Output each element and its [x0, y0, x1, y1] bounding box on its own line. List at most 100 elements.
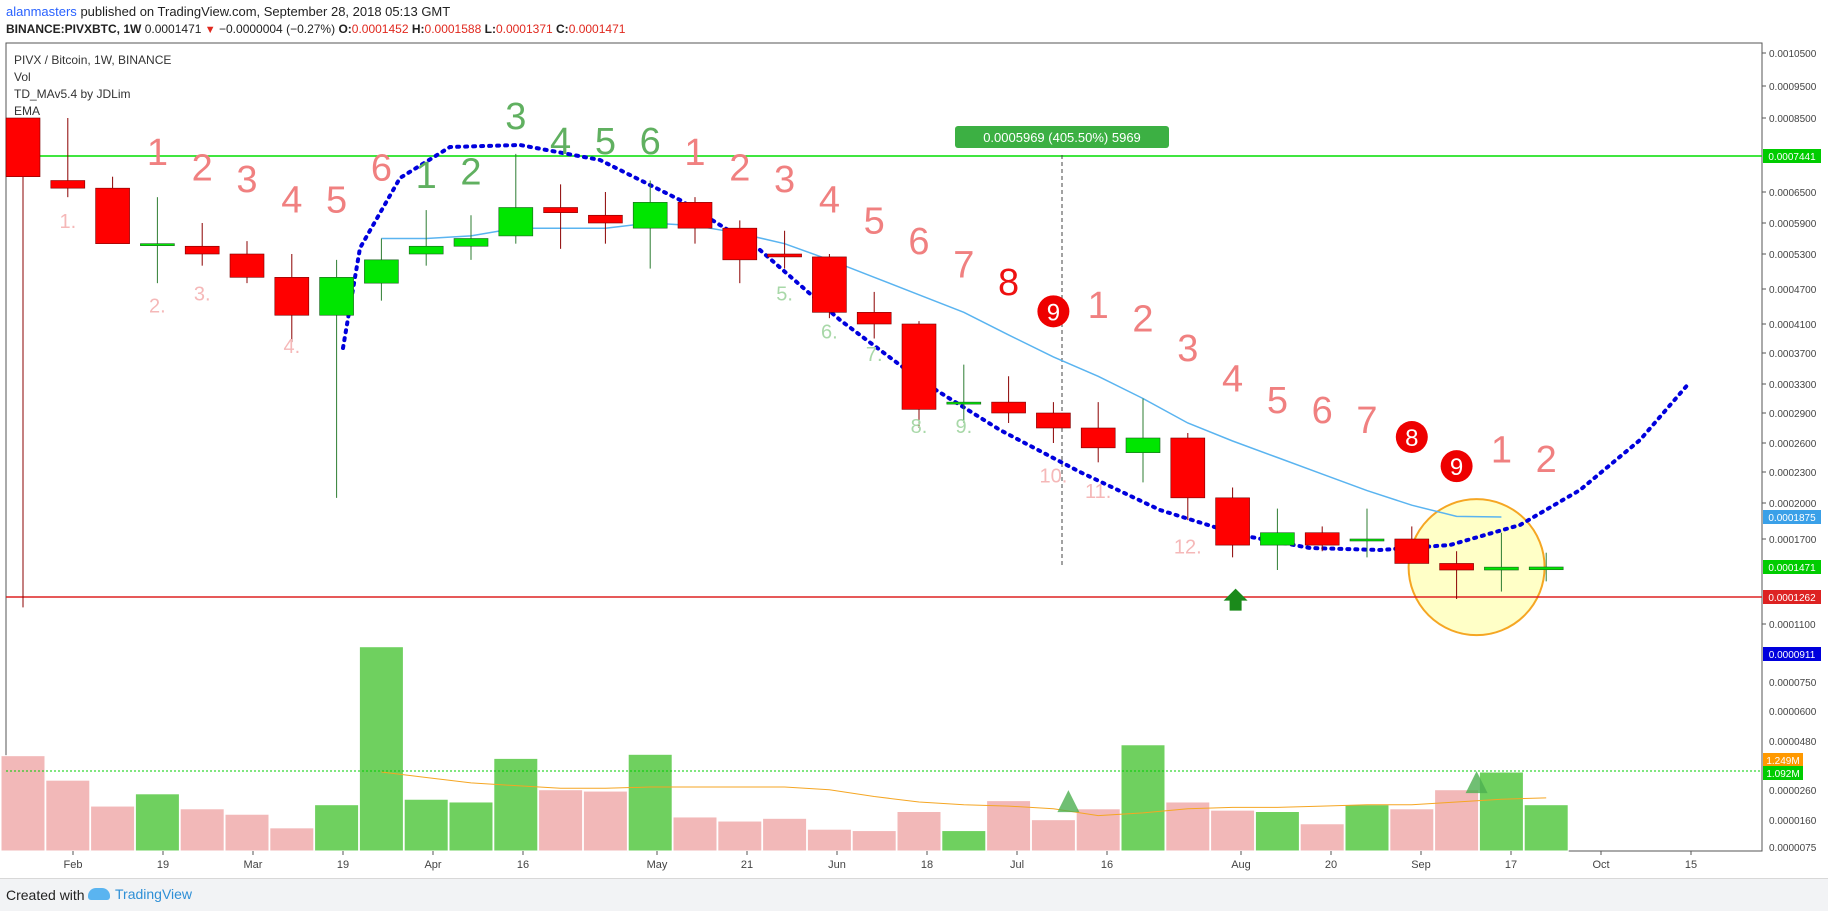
- candle-body: [632, 202, 668, 229]
- y-tick-label: 0.0004100: [1769, 320, 1817, 331]
- price-badge-label: 0.0000911: [1769, 650, 1816, 661]
- buy-arrow-icon: [1223, 588, 1248, 611]
- last-price: 0.0001471: [144, 22, 202, 36]
- td-count-label: 5: [326, 180, 347, 222]
- price-badge: [1763, 510, 1821, 524]
- price-badge-label: 0.0001875: [1768, 513, 1816, 524]
- x-tick-label: 16: [1101, 859, 1113, 871]
- volume-bar: [1344, 804, 1390, 852]
- x-tick-label: Jun: [828, 859, 846, 871]
- candle-body: [1484, 566, 1519, 571]
- td-count-label: 2: [729, 148, 750, 190]
- td-count-label: 4: [281, 180, 302, 222]
- td-circle-label: 9: [1047, 299, 1060, 326]
- y-tick-label: 0.0005300: [1769, 250, 1817, 261]
- created-with-text: Created with: [6, 887, 85, 903]
- candle-body: [767, 253, 802, 258]
- x-tick-label: Aug: [1231, 859, 1251, 871]
- y-tick-label: 0.0004700: [1769, 285, 1817, 296]
- td-setup-label: 1.: [59, 211, 76, 233]
- price-badge-label: 0.0007441: [1768, 152, 1816, 163]
- candle-body: [364, 259, 399, 284]
- candle-body: [946, 401, 982, 405]
- candle-body: [184, 245, 220, 255]
- price-badge-label: 0.0001262: [1768, 593, 1816, 604]
- high-value: 0.0001588: [424, 22, 482, 36]
- volume-bar: [1165, 801, 1211, 852]
- candle-body: [901, 323, 937, 410]
- price-badge-label: 0.0001471: [1768, 563, 1816, 574]
- close-value: 0.0001471: [568, 22, 626, 36]
- candle-body: [1394, 538, 1430, 564]
- legend-line: TD_MAv5.4 by JDLim: [14, 87, 130, 101]
- x-tick-label: 17: [1505, 859, 1517, 871]
- candle-body: [1260, 532, 1295, 546]
- volume-bar: [717, 820, 763, 852]
- volume-tick-label: 0.0000160: [1769, 816, 1817, 827]
- candle-body: [1036, 412, 1071, 429]
- volume-bar: [762, 817, 808, 852]
- candle-body: [50, 180, 86, 189]
- x-tick-label: 16: [517, 859, 529, 871]
- td-setup-label: 12.: [1174, 537, 1202, 559]
- candle-body: [1080, 427, 1116, 449]
- td-count-label: 1: [684, 132, 705, 174]
- x-tick-label: May: [647, 859, 668, 871]
- td-circle-marker: [1440, 450, 1473, 483]
- volume-bar: [1523, 804, 1569, 852]
- td-setup-label: 2.: [149, 295, 166, 317]
- td-setup-label: 5.: [776, 284, 793, 306]
- td-circle-label: 9: [1450, 454, 1463, 481]
- volume-ma-line: [381, 771, 1547, 817]
- td-count-label: 5: [1267, 380, 1288, 422]
- tradingview-logo[interactable]: TradingView: [88, 886, 192, 902]
- volume-badge: [1763, 753, 1803, 767]
- legend-line: EMA: [14, 104, 40, 118]
- volume-bar: [672, 816, 718, 852]
- candle-body: [229, 253, 265, 278]
- volume-tick-label: 0.0000750: [1769, 678, 1817, 689]
- y-tick-label: 0.0001100: [1769, 620, 1816, 631]
- y-tick-label: 0.0010500: [1769, 49, 1817, 60]
- td-count-label: 7: [1356, 400, 1377, 442]
- volume-bar: [538, 789, 584, 852]
- volume-badge-label: 1.092M: [1766, 769, 1799, 780]
- candle-body: [677, 202, 713, 229]
- ema-line: [381, 222, 1502, 518]
- td-setup-label: 9.: [955, 416, 972, 438]
- x-tick-label: Sep: [1411, 859, 1431, 871]
- y-tick-label: 0.0002600: [1769, 439, 1817, 450]
- volume-bar: [1120, 744, 1166, 852]
- down-arrow-icon: ▼: [204, 24, 216, 36]
- low-value: 0.0001371: [495, 22, 553, 36]
- td-setup-label: 6.: [821, 322, 838, 344]
- td-count-label: 5: [595, 121, 616, 163]
- dotted-trend-curve: [341, 142, 1692, 553]
- td-setup-label: 4.: [283, 336, 300, 358]
- price-badge: [1763, 149, 1821, 163]
- volume-bar: [1030, 819, 1076, 852]
- x-tick-label: 19: [157, 859, 169, 871]
- volume-bar: [1254, 811, 1300, 852]
- td-count-label: 2: [192, 148, 213, 190]
- close-label: C:: [556, 22, 569, 36]
- candle-body: [453, 238, 489, 247]
- td-count-label: 4: [550, 121, 571, 163]
- volume-bar: [448, 801, 494, 852]
- published-text: published on TradingView.com, September …: [80, 4, 451, 19]
- volume-bar: [1389, 808, 1435, 852]
- td-circle-label: 8: [1405, 425, 1418, 452]
- volume-tick-label: 0.0000075: [1769, 843, 1817, 854]
- td-count-label: 6: [371, 148, 392, 190]
- y-tick-label: 0.0003300: [1769, 380, 1817, 391]
- volume-bar: [45, 779, 91, 852]
- open-label: O:: [338, 22, 352, 36]
- td-setup-label: 8.: [911, 416, 928, 438]
- volume-tick-label: 0.0000260: [1769, 786, 1817, 797]
- volume-bar: [0, 755, 46, 852]
- candle-body: [1170, 437, 1206, 499]
- author-link[interactable]: alanmasters: [6, 4, 77, 19]
- td-count-label: 3: [774, 159, 795, 201]
- cloud-icon: [88, 888, 110, 900]
